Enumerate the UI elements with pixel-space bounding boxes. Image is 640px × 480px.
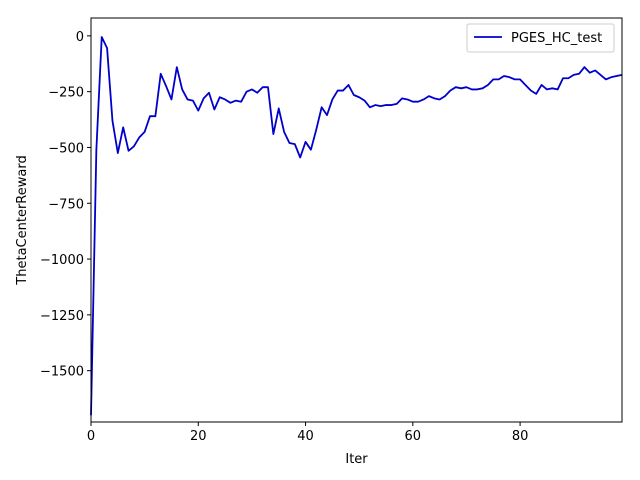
y-tick-label: −250 (48, 86, 84, 101)
legend: PGES_HC_test (466, 23, 615, 53)
x-tick-label: 20 (190, 429, 207, 444)
y-tick-label: −500 (48, 141, 84, 156)
x-tick-label: 80 (512, 429, 529, 444)
y-tick-label: −1250 (40, 309, 84, 324)
x-tick-label: 60 (405, 429, 422, 444)
series-line-0 (90, 36, 623, 416)
y-tick-label: 0 (76, 30, 84, 45)
legend-box (466, 23, 615, 53)
y-axis-label: ThetaCenterReward (15, 155, 30, 285)
y-tick-label: −1000 (40, 253, 84, 268)
x-axis: 0 20 40 60 80 (87, 422, 529, 444)
legend-label: PGES_HC_test (511, 31, 602, 46)
plot-frame (90, 17, 623, 423)
x-axis-label: Iter (345, 452, 368, 467)
plot-area (90, 36, 623, 416)
x-tick-label: 0 (87, 429, 95, 444)
x-tick-label: 40 (297, 429, 314, 444)
y-axis: 0 −250 −500 −750 −1000 −1250 −1500 (40, 30, 91, 380)
y-tick-label: −750 (48, 197, 84, 212)
y-tick-label: −1500 (40, 365, 84, 380)
